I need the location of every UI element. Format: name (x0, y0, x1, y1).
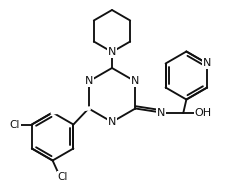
Text: Cl: Cl (57, 172, 68, 181)
Text: N: N (107, 117, 116, 127)
Text: Cl: Cl (10, 119, 20, 130)
Text: N: N (84, 76, 92, 86)
Text: N: N (107, 47, 116, 57)
Text: N: N (156, 108, 165, 118)
Text: N: N (131, 76, 139, 86)
Text: OH: OH (194, 108, 211, 118)
Text: N: N (202, 58, 210, 69)
